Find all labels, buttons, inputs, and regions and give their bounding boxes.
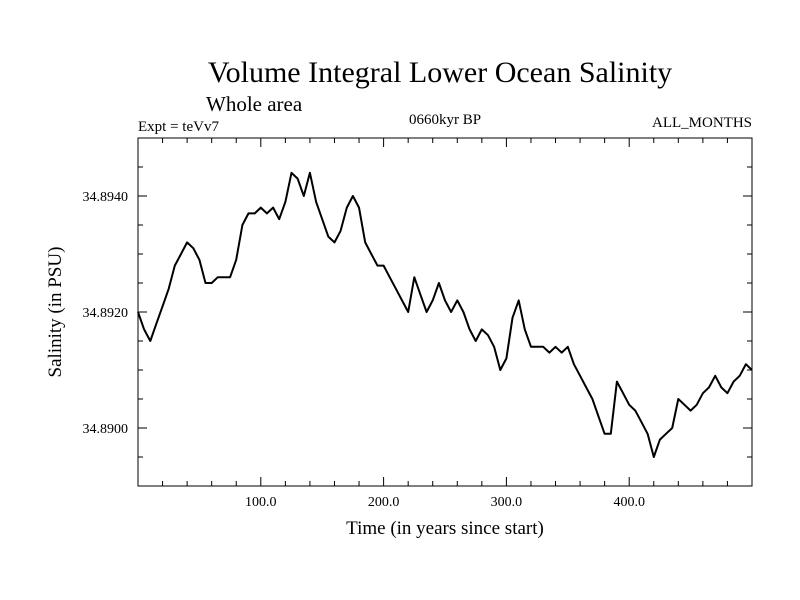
axis-ticks xyxy=(138,138,752,486)
plot-frame xyxy=(137,137,753,487)
period-label: 0660kyr BP xyxy=(409,112,481,128)
x-tick-label: 100.0 xyxy=(245,495,277,510)
tick-labels: 100.0 200.0 300.0 400.0 34.8900 34.8920 34.894… xyxy=(83,190,645,510)
y-tick-label: 34.8940 xyxy=(83,190,129,205)
y-tick-label: 34.8900 xyxy=(83,422,129,437)
y-tick-label: 34.8920 xyxy=(83,306,129,321)
y-axis-label: Salinity (in PSU) xyxy=(45,247,66,378)
chart-title: Volume Integral Lower Ocean Salinity xyxy=(208,56,672,89)
months-label: ALL_MONTHS xyxy=(652,115,752,131)
chart-subtitle: Whole area xyxy=(206,92,303,116)
salinity-series-line xyxy=(137,171,753,458)
experiment-label: Expt = teVv7 xyxy=(138,119,219,135)
x-axis-label: Time (in years since start) xyxy=(346,518,544,539)
x-tick-label: 200.0 xyxy=(368,495,400,510)
x-tick-label: 300.0 xyxy=(491,495,523,510)
x-tick-label: 400.0 xyxy=(613,495,645,510)
